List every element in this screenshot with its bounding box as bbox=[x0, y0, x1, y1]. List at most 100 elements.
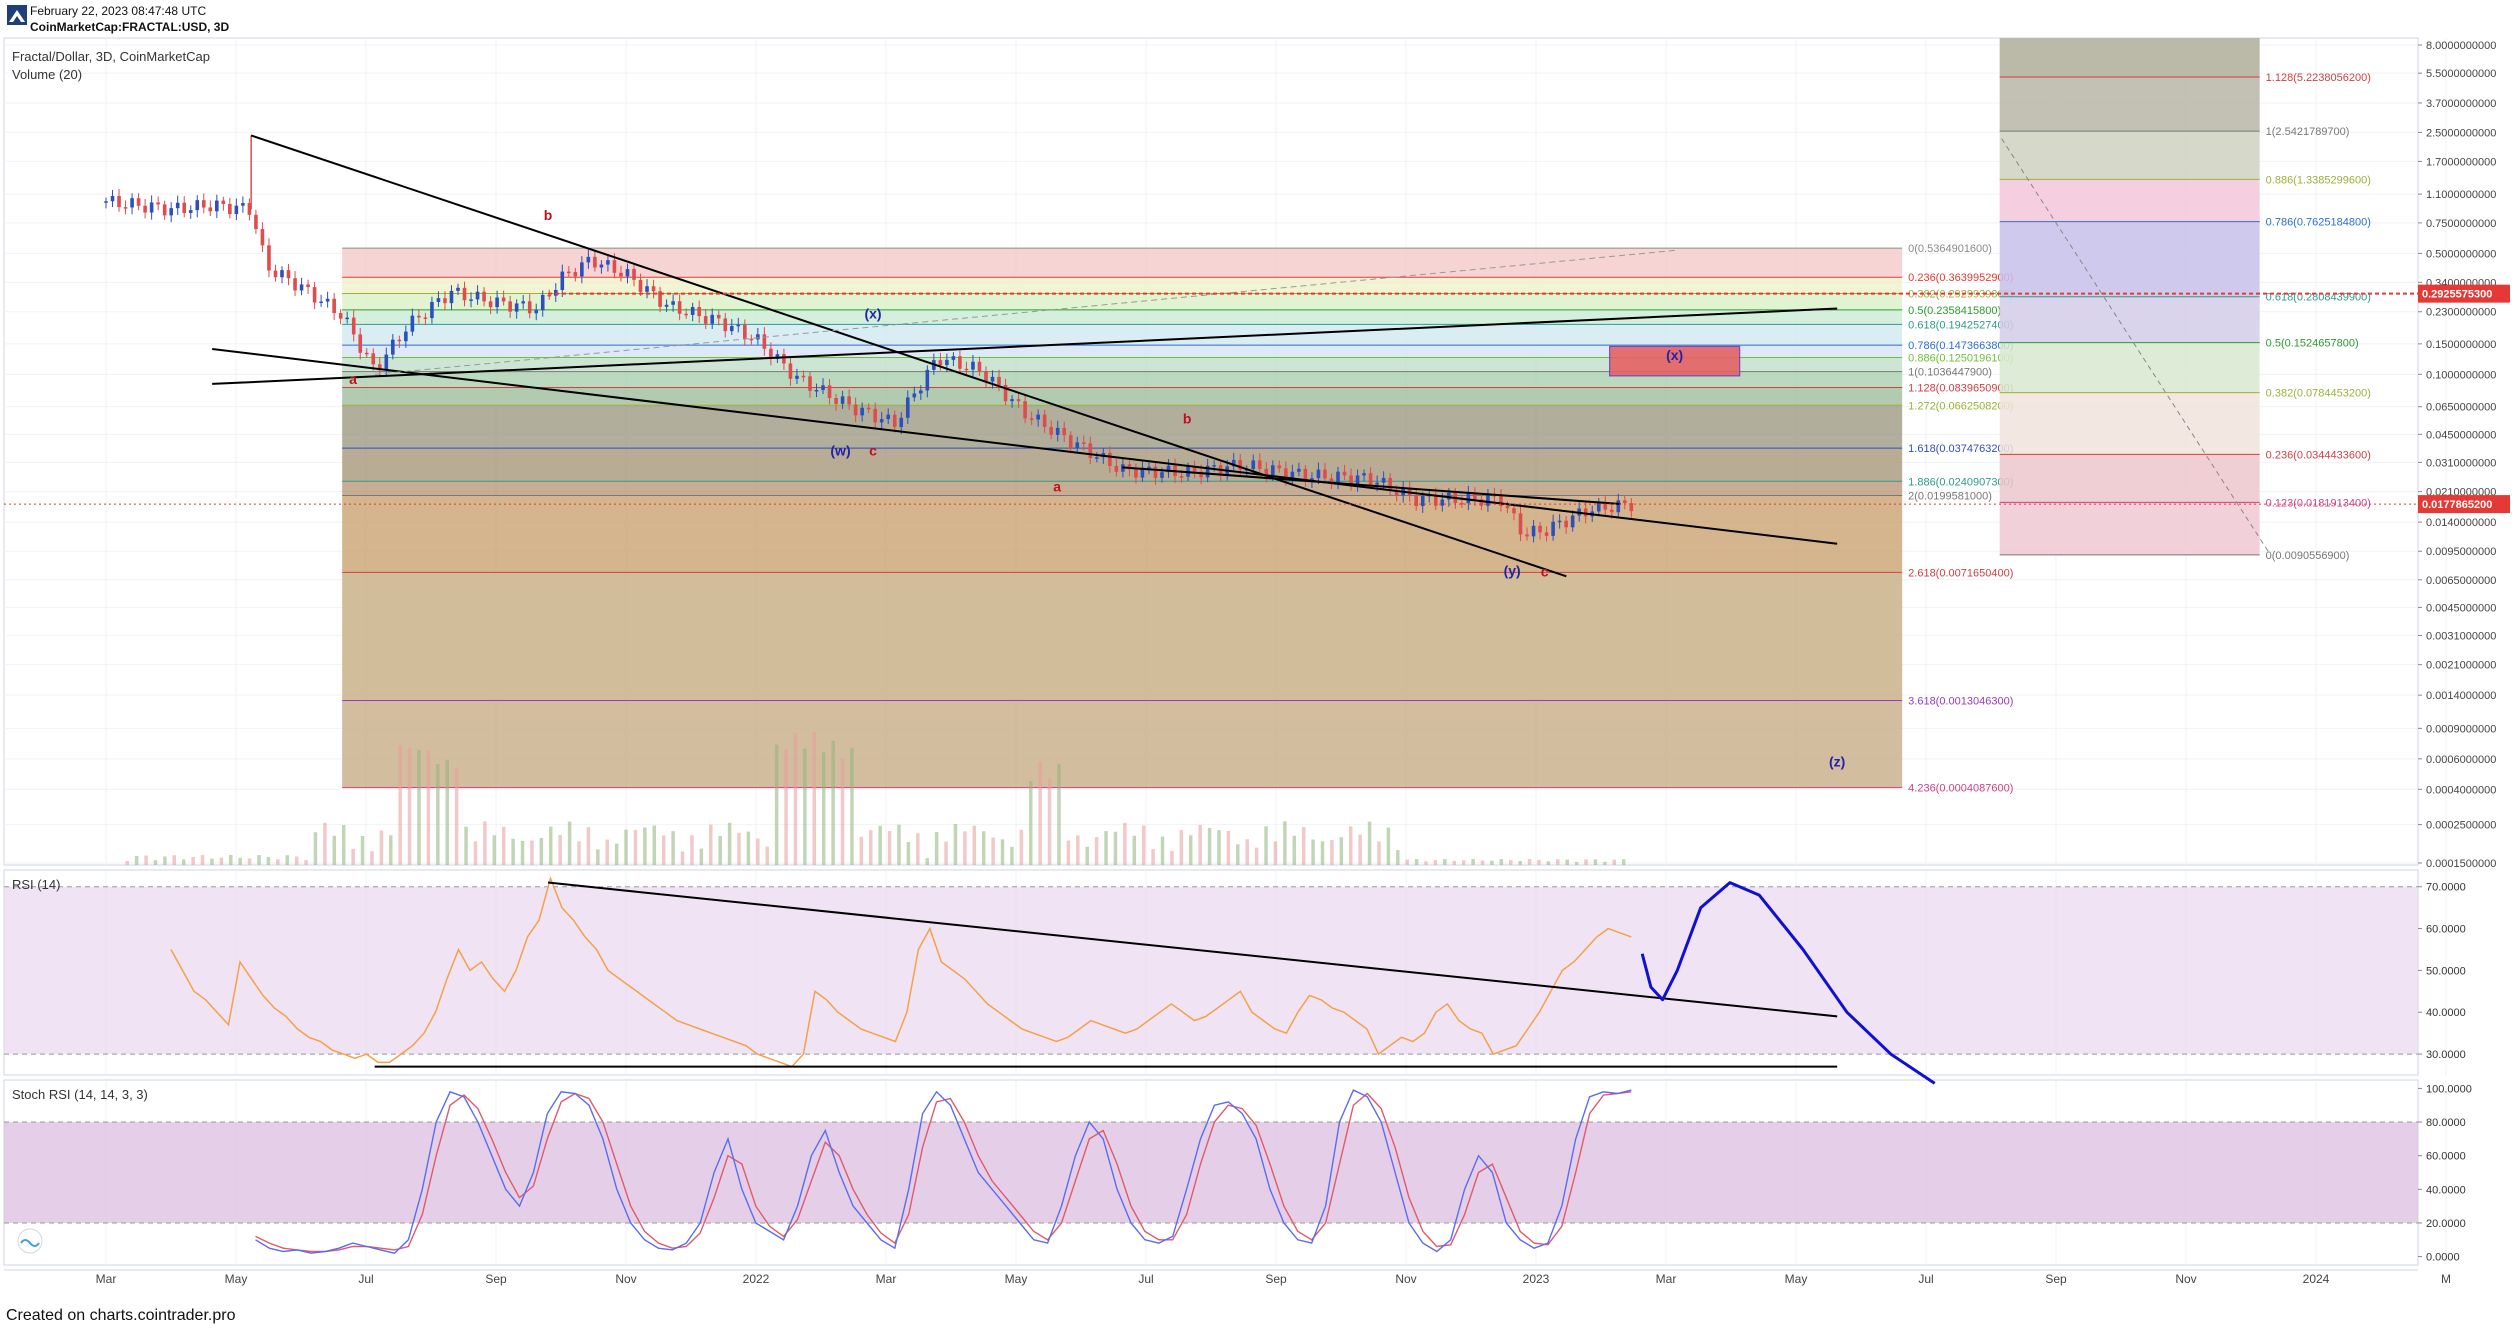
volume-bar bbox=[1471, 859, 1475, 865]
volume-bar bbox=[765, 846, 769, 865]
fib-right-label: 0(0.0090556900) bbox=[2266, 550, 2350, 562]
volume-bar bbox=[869, 830, 873, 865]
candle-body bbox=[143, 205, 147, 213]
stoch-axis-label: 60.0000 bbox=[2426, 1151, 2466, 1163]
candle-body bbox=[188, 210, 193, 213]
volume-bar bbox=[181, 859, 186, 865]
candle-body bbox=[925, 369, 930, 391]
stoch-axis-label: 80.0000 bbox=[2426, 1117, 2466, 1129]
candle-body bbox=[919, 390, 923, 394]
volume-bar bbox=[643, 827, 647, 865]
candle-body bbox=[234, 205, 239, 215]
candle-body bbox=[1316, 469, 1321, 479]
candle-body bbox=[175, 202, 180, 209]
trendline bbox=[212, 307, 1838, 385]
wave-label: (x) bbox=[1666, 347, 1683, 363]
volume-bar bbox=[784, 749, 788, 865]
fib-right-zone bbox=[1999, 77, 2260, 132]
volume-bar bbox=[1452, 860, 1457, 865]
candle-body bbox=[195, 200, 200, 211]
fib-right-top-zone bbox=[1999, 38, 2260, 78]
candle-body bbox=[1023, 401, 1027, 419]
candle-body bbox=[1238, 459, 1243, 470]
cointrader-logo-icon bbox=[7, 5, 27, 25]
price-axis-label: 0.2300000000 bbox=[2426, 307, 2496, 319]
candle-body bbox=[247, 203, 252, 215]
volume-bar bbox=[1160, 836, 1165, 865]
candle-body bbox=[1473, 492, 1477, 500]
candle-body bbox=[1310, 478, 1314, 481]
candle-body bbox=[866, 407, 871, 410]
candle-body bbox=[625, 269, 630, 277]
candle-body bbox=[514, 303, 519, 312]
candle-body bbox=[1297, 468, 1301, 472]
volume-bar bbox=[200, 855, 205, 865]
fib-left-label: 1.128(0.0839650900) bbox=[1908, 382, 2013, 394]
wave-label: c bbox=[869, 442, 877, 458]
candle-body bbox=[710, 314, 715, 324]
volume-bar bbox=[1207, 827, 1212, 865]
candle-body bbox=[221, 200, 226, 204]
candle-body bbox=[280, 270, 284, 278]
candle-body bbox=[1199, 471, 1203, 478]
volume-bar bbox=[1320, 841, 1325, 865]
time-axis-label: Nov bbox=[1395, 1272, 1416, 1286]
volume-bar bbox=[1170, 850, 1174, 865]
candle-body bbox=[397, 339, 402, 342]
candle-body bbox=[971, 361, 975, 370]
volume-bar bbox=[257, 855, 261, 865]
candle-body bbox=[371, 353, 376, 365]
candle-body bbox=[475, 291, 480, 300]
candle-body bbox=[456, 287, 460, 291]
fib-left-diagonal bbox=[374, 249, 1675, 375]
volume-bar bbox=[445, 759, 449, 865]
candle-body bbox=[364, 352, 369, 355]
time-axis-label: 2024 bbox=[2303, 1272, 2330, 1286]
candle-body bbox=[912, 393, 917, 398]
volume-bar bbox=[1273, 841, 1278, 865]
candle-body bbox=[1433, 494, 1438, 506]
candle-body bbox=[201, 200, 206, 208]
candle-body bbox=[782, 354, 786, 364]
fib-right-zone bbox=[1999, 342, 2260, 393]
wave-label: a bbox=[349, 371, 357, 387]
volume-bar bbox=[624, 829, 628, 865]
candle-body bbox=[1127, 464, 1132, 470]
candle-body bbox=[808, 376, 812, 391]
volume-bar bbox=[426, 750, 431, 865]
candle-body bbox=[547, 294, 552, 297]
volume-bar bbox=[803, 748, 807, 865]
candle-body bbox=[1531, 525, 1536, 537]
candle-body bbox=[899, 417, 904, 428]
candle-body bbox=[443, 298, 447, 304]
time-axis-label: M bbox=[2441, 1272, 2451, 1286]
price-axis-label: 3.7000000000 bbox=[2426, 98, 2496, 110]
fib-left-label: 1(0.1036447900) bbox=[1908, 367, 1992, 379]
candle-body bbox=[586, 256, 591, 263]
candle-body bbox=[795, 375, 799, 379]
candle-body bbox=[1486, 495, 1490, 506]
candle-body bbox=[1277, 465, 1282, 469]
candle-body bbox=[756, 334, 760, 340]
candle-body bbox=[1179, 476, 1184, 478]
price-axis-label: 0.0021000000 bbox=[2426, 660, 2496, 672]
fib-right-label: 0.382(0.0784453200) bbox=[2266, 388, 2371, 400]
fib-right-label: 0.886(1.3385299600) bbox=[2266, 174, 2371, 186]
candle-body bbox=[417, 315, 421, 318]
timestamp-label: February 22, 2023 08:47:48 UTC bbox=[30, 4, 207, 18]
candle-body bbox=[945, 359, 949, 366]
candle-body bbox=[1355, 475, 1360, 485]
time-axis-label: Mar bbox=[1656, 1272, 1677, 1286]
candle-body bbox=[1075, 442, 1080, 449]
volume-bar bbox=[1527, 859, 1532, 865]
candle-body bbox=[1264, 468, 1269, 476]
volume-bar bbox=[1085, 846, 1089, 865]
rsi-trendline bbox=[547, 881, 1838, 1018]
stoch-d-line bbox=[255, 1091, 1632, 1253]
candle-body bbox=[1499, 495, 1503, 507]
candle-body bbox=[886, 414, 891, 420]
candle-body bbox=[645, 286, 649, 292]
candle-body bbox=[1512, 508, 1516, 514]
candle-body bbox=[527, 301, 532, 314]
